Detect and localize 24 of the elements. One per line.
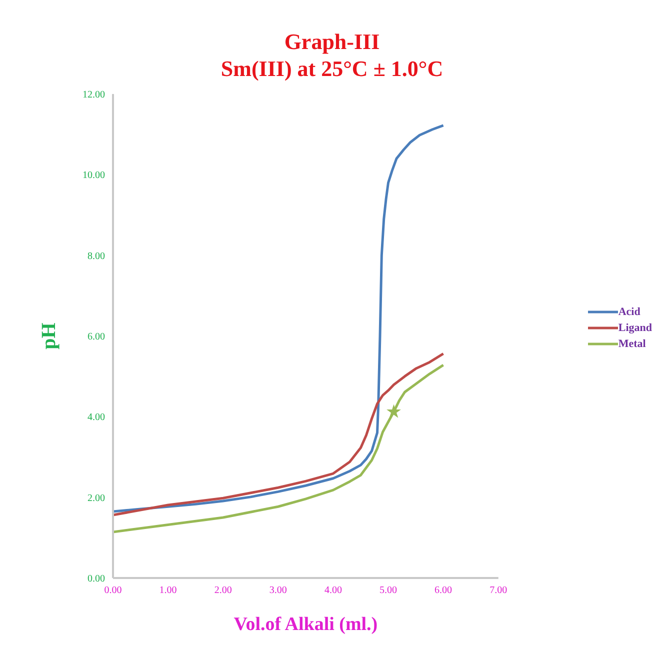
y-tick-label: 10.00 — [82, 170, 105, 182]
line-series — [113, 124, 445, 513]
legend-label: Metal — [618, 338, 646, 350]
legend-label: Acid — [618, 306, 640, 318]
y-tick-label: 12.00 — [82, 90, 105, 101]
x-tick-label: 5.00 — [380, 585, 398, 596]
x-tick-label: 1.00 — [159, 585, 177, 596]
x-tick-label: 0.00 — [104, 585, 122, 596]
legend-label: Ligand — [618, 322, 652, 334]
chart-title: Graph-III Sm(III) at 25°C ± 1.0°C — [220, 28, 444, 82]
x-tick-label: 4.00 — [324, 585, 342, 596]
x-tick-label: 2.00 — [214, 585, 232, 596]
y-tick-label: 8.00 — [88, 250, 105, 262]
y-tick-label: 4.00 — [88, 412, 105, 424]
x-axis-title: Vol.of Alkali (ml.) — [234, 614, 378, 635]
y-tick-label: 0.00 — [88, 574, 105, 585]
line-series — [113, 364, 445, 534]
x-tick-label: 6.00 — [434, 585, 452, 596]
y-tick-label: 2.00 — [88, 492, 105, 504]
x-tick-label: 7.00 — [490, 585, 508, 596]
x-tick-label: 3.00 — [269, 585, 287, 596]
y-axis-title: pH — [38, 322, 60, 350]
line-series — [113, 352, 445, 516]
y-tick-label: 6.00 — [88, 332, 105, 343]
